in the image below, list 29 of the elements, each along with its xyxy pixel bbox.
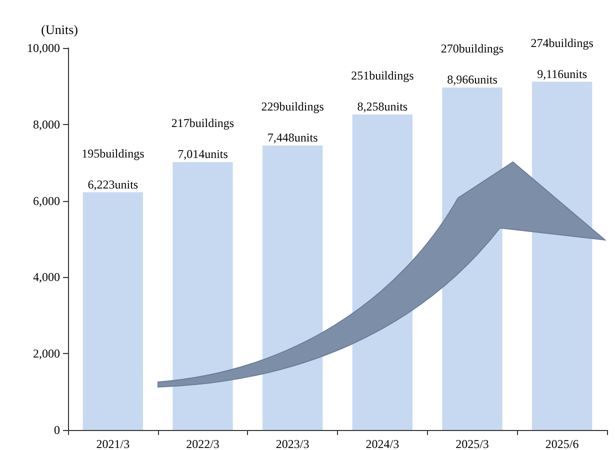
x-tick-label: 2024/3	[366, 437, 400, 450]
bar	[532, 82, 592, 430]
annotation: 274buildings	[530, 36, 594, 50]
bar	[172, 162, 233, 430]
y-tick-label: 10,000	[27, 41, 60, 55]
x-tick-label: 2023/3	[276, 437, 310, 450]
data-label: 7,014units	[178, 147, 228, 162]
data-label: 9,116units	[537, 66, 588, 81]
x-tick-label: 2025/3	[456, 437, 489, 450]
x-tick-label: 2025/6	[545, 437, 579, 450]
y-tick-label: 0	[54, 423, 60, 437]
annotation: 251buildings	[351, 68, 414, 83]
data-label: 8,258units	[357, 100, 408, 114]
data-label: 6,223units	[88, 177, 138, 192]
y-tick-label: 6,000	[33, 194, 60, 208]
annotation: 270buildings	[440, 42, 504, 56]
y-tick-label: 2,000	[33, 346, 60, 361]
data-label: 7,448units	[267, 130, 318, 144]
annotation: 195buildings	[82, 146, 145, 160]
data-label: 8,966units	[447, 72, 498, 86]
annotation: 229buildings	[261, 99, 324, 114]
annotation: 217buildings	[171, 116, 234, 130]
bar	[262, 145, 323, 430]
bar	[82, 192, 144, 430]
y-tick-label: 4,000	[33, 270, 60, 284]
y-axis-title: (Units)	[41, 22, 78, 37]
x-tick-label: 2021/3	[96, 437, 130, 450]
x-tick-label: 2022/3	[186, 437, 220, 450]
y-tick-label: 8,000	[33, 117, 60, 132]
